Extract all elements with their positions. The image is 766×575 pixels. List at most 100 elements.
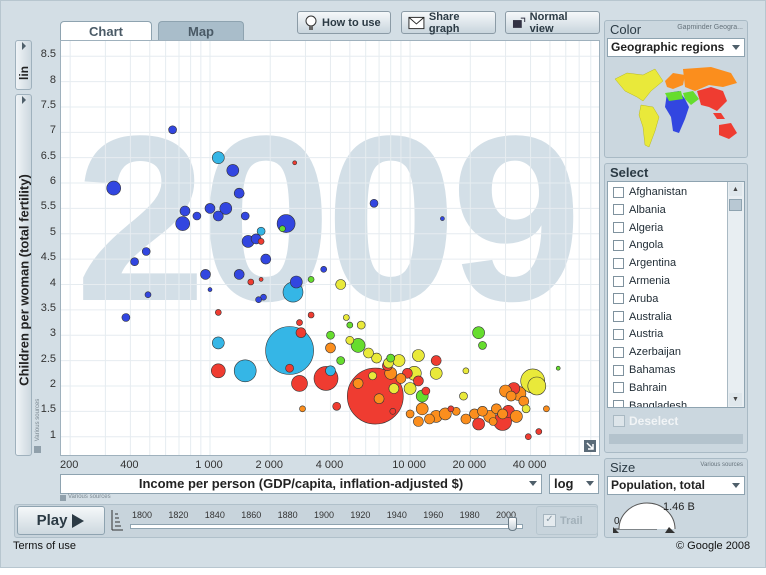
country-bubble[interactable] [192, 211, 202, 221]
country-bubble[interactable] [320, 266, 328, 273]
country-bubble[interactable] [543, 405, 550, 413]
country-bubble[interactable] [345, 335, 355, 345]
country-bubble[interactable] [478, 341, 487, 350]
country-bubble[interactable] [121, 313, 131, 322]
play-button[interactable]: Play [17, 506, 105, 535]
country-list-item[interactable]: Australia [608, 308, 726, 326]
country-bubble[interactable] [307, 276, 315, 283]
checkbox-icon[interactable] [613, 346, 624, 358]
country-bubble[interactable] [389, 407, 397, 415]
country-bubble[interactable] [213, 210, 224, 222]
country-bubble[interactable] [459, 391, 468, 401]
checkbox-icon[interactable] [613, 222, 624, 234]
color-selector[interactable]: Geographic regions [607, 38, 745, 57]
country-bubble[interactable] [233, 359, 257, 383]
country-bubble[interactable] [179, 205, 191, 217]
terms-of-use-link[interactable]: Terms of use [13, 540, 76, 552]
country-bubble[interactable] [258, 277, 264, 282]
country-bubble[interactable] [279, 225, 286, 232]
country-bubble[interactable] [325, 365, 336, 377]
country-list-item[interactable]: Bahrain [608, 379, 726, 397]
normal-view-button[interactable]: Normal view [505, 11, 600, 35]
country-bubble[interactable] [342, 314, 350, 321]
checkbox-icon[interactable] [613, 239, 624, 251]
country-bubble[interactable] [290, 275, 303, 289]
country-bubble[interactable] [395, 373, 407, 384]
scroll-down-icon[interactable]: ▼ [729, 393, 742, 406]
checkbox-icon[interactable] [613, 275, 624, 287]
country-bubble[interactable] [175, 216, 190, 231]
country-bubble[interactable] [440, 216, 445, 221]
country-bubble[interactable] [350, 338, 366, 353]
scroll-up-icon[interactable]: ▲ [729, 183, 742, 196]
country-list-item[interactable]: Aruba [608, 290, 726, 308]
country-bubble[interactable] [413, 416, 424, 427]
checkbox-icon[interactable] [613, 400, 624, 407]
country-bubble[interactable] [421, 386, 431, 396]
country-bubble[interactable] [424, 413, 435, 425]
country-bubble[interactable] [291, 375, 308, 392]
country-bubble[interactable] [405, 409, 415, 419]
country-bubble[interactable] [527, 376, 547, 396]
country-bubble[interactable] [307, 311, 315, 319]
country-bubble[interactable] [363, 347, 374, 359]
checkbox-icon[interactable] [613, 364, 624, 376]
country-bubble[interactable] [240, 211, 250, 221]
country-bubble[interactable] [369, 199, 379, 208]
country-bubble[interactable] [144, 291, 152, 298]
checkbox-icon[interactable] [613, 311, 624, 323]
country-bubble[interactable] [204, 203, 216, 214]
country-bubble[interactable] [326, 330, 335, 340]
country-bubble[interactable] [524, 433, 532, 441]
country-list-item[interactable]: Armenia [608, 272, 726, 290]
country-bubble[interactable] [335, 279, 347, 290]
country-bubble[interactable] [413, 375, 424, 387]
country-bubble[interactable] [447, 405, 455, 413]
y-scale-selector[interactable]: lin [15, 40, 32, 90]
country-bubble[interactable] [285, 363, 294, 373]
country-bubble[interactable] [373, 393, 385, 405]
country-bubble[interactable] [352, 378, 364, 389]
country-bubble[interactable] [207, 287, 213, 292]
checkbox-icon[interactable] [613, 382, 624, 394]
country-list-item[interactable]: Afghanistan [608, 183, 726, 201]
country-bubble[interactable] [325, 342, 336, 354]
country-bubble[interactable] [168, 125, 177, 135]
country-bubble[interactable] [265, 326, 314, 375]
country-bubble[interactable] [510, 410, 523, 423]
country-bubble[interactable] [535, 428, 543, 435]
country-bubble[interactable] [106, 180, 122, 196]
country-bubble[interactable] [255, 296, 262, 304]
country-bubble[interactable] [460, 413, 472, 425]
share-graph-button[interactable]: Share graph [401, 11, 496, 35]
country-bubble[interactable] [336, 356, 346, 365]
country-list-item[interactable]: Angola [608, 236, 726, 254]
country-bubble[interactable] [462, 367, 470, 375]
timeline-slider-handle[interactable] [508, 517, 517, 531]
country-list-item[interactable]: Bangladesh [608, 397, 726, 407]
country-bubble[interactable] [212, 336, 225, 350]
country-bubble[interactable] [219, 202, 233, 215]
world-region-map[interactable] [613, 61, 743, 153]
country-bubble[interactable] [555, 365, 561, 371]
checkbox-icon[interactable] [613, 328, 624, 340]
trails-toggle[interactable]: ✓ Trail [536, 506, 598, 535]
country-bubble[interactable] [477, 405, 488, 417]
country-bubble[interactable] [388, 383, 400, 394]
country-bubble[interactable] [260, 253, 272, 265]
country-bubble[interactable] [247, 278, 255, 286]
country-bubble[interactable] [346, 321, 354, 329]
country-bubble[interactable] [429, 366, 443, 380]
country-list-item[interactable]: Austria [608, 325, 726, 343]
country-bubble[interactable] [488, 417, 498, 426]
country-bubble[interactable] [299, 405, 306, 413]
country-bubble[interactable] [497, 408, 508, 420]
scroll-thumb[interactable] [729, 199, 742, 211]
country-list-item[interactable]: Bahamas [608, 361, 726, 379]
checkbox-icon[interactable] [613, 257, 624, 269]
country-bubble[interactable] [472, 417, 485, 431]
list-scrollbar[interactable]: ▲ ▼ [727, 182, 744, 407]
country-bubble[interactable] [386, 353, 396, 363]
timeline-track[interactable] [130, 524, 523, 529]
country-bubble[interactable] [212, 151, 225, 164]
